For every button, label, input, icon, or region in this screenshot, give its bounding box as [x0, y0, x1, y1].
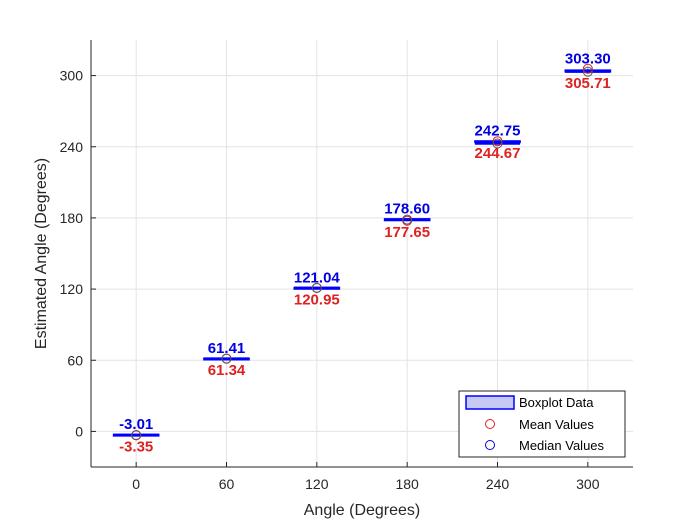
legend: Boxplot Data Mean Values Median Values: [458, 390, 626, 458]
median-marker: [311, 282, 322, 293]
y-tick-label: 60: [67, 352, 83, 368]
tick-labels: 0 60 120 180 240 300 0 60 120 180 240 300: [60, 68, 600, 492]
median-value-label: 61.41: [208, 340, 246, 357]
x-tick-label: 120: [305, 476, 329, 492]
legend-label-mean: Mean Values: [519, 417, 594, 432]
x-tick-label: 180: [395, 476, 419, 492]
mean-marker: [492, 136, 503, 147]
x-tick-label: 240: [486, 476, 510, 492]
x-tick-label: 0: [132, 476, 140, 492]
median-value-label: 178.60: [384, 200, 430, 217]
median-marker: [582, 66, 593, 77]
median-marker: [402, 214, 413, 225]
mean-value-label: 120.95: [294, 291, 340, 308]
x-tick-label: 300: [576, 476, 600, 492]
median-marker: [131, 429, 142, 440]
legend-marker-mean: [485, 419, 495, 429]
boxplot-series: [112, 68, 612, 437]
mean-value-label: 244.67: [475, 145, 521, 162]
mean-value-label: -3.35: [119, 439, 153, 456]
marker-series: [131, 63, 593, 441]
median-marker: [221, 353, 232, 364]
legend-swatch-boxplot: [465, 395, 515, 410]
grid-lines: [91, 40, 633, 467]
mean-value-label: 61.34: [208, 362, 246, 379]
median-value-label: 303.30: [565, 51, 611, 68]
median-value-label: 242.75: [475, 123, 521, 140]
median-value-label: -3.01: [119, 416, 153, 433]
y-axis-title: Estimated Angle (Degrees): [33, 158, 50, 349]
mean-value-label: 305.71: [565, 75, 611, 92]
y-tick-label: 240: [60, 139, 84, 155]
y-tick-label: 300: [60, 68, 84, 84]
legend-marker-median: [485, 440, 495, 450]
x-axis-title: Angle (Degrees): [304, 502, 421, 519]
x-tick-label: 60: [219, 476, 235, 492]
legend-label-boxplot: Boxplot Data: [519, 395, 594, 410]
y-tick-label: 180: [60, 210, 84, 226]
mean-value-label: 177.65: [384, 224, 430, 241]
median-marker: [492, 138, 503, 149]
y-tick-label: 120: [60, 281, 84, 297]
y-tick-label: 0: [75, 423, 83, 439]
data-labels: -3.01 -3.35 61.41 61.34 121.04 120.95 178.60 17…: [119, 51, 611, 456]
legend-label-median: Median Values: [519, 438, 605, 453]
box: [474, 140, 521, 144]
median-value-label: 121.04: [294, 269, 341, 286]
mean-marker: [582, 63, 593, 74]
axes: [90, 40, 633, 468]
